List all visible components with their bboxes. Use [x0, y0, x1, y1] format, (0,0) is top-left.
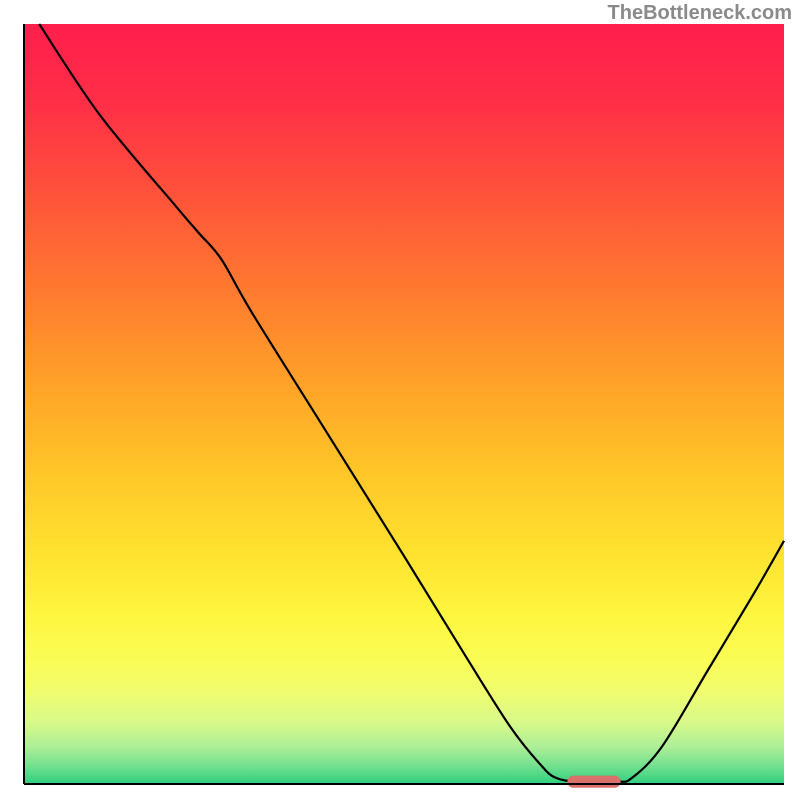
bottleneck-chart: TheBottleneck.com [0, 0, 800, 800]
optimal-marker [567, 776, 620, 788]
plot-background [24, 24, 784, 784]
chart-svg [0, 0, 800, 800]
watermark-text: TheBottleneck.com [608, 2, 792, 25]
